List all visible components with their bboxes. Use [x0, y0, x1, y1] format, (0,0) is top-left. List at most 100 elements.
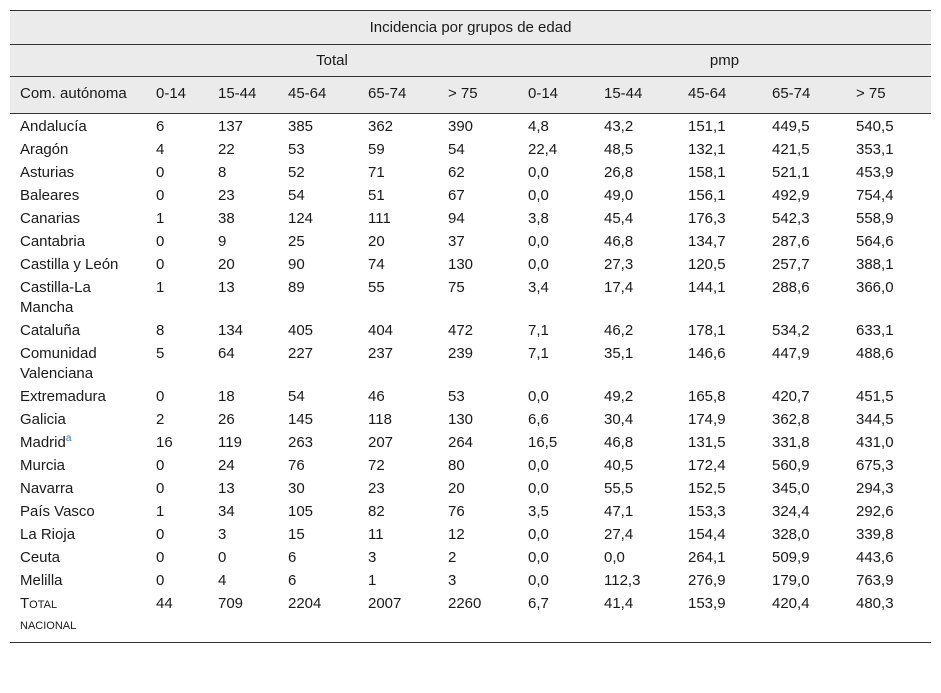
table-row: Castilla-La Mancha 1 13 89 55 75 3,4 17,4 144,1 2…	[10, 276, 931, 319]
total-value-cell: 2260	[438, 592, 518, 643]
value-cell: 0	[156, 388, 165, 405]
value-cell: 46	[368, 388, 385, 405]
value-cell: 7,1	[528, 345, 549, 362]
region-cell: Asturias	[10, 161, 146, 184]
value-cell: 292,6	[856, 503, 894, 520]
value-cell: 0	[156, 572, 165, 589]
column-header: 0-14	[146, 76, 208, 114]
value-cell: 264,1	[688, 549, 726, 566]
total-value-cell: 44	[146, 592, 208, 643]
value-cell: 80	[448, 457, 465, 474]
table-row: Navarra 0 13 30 23 20 0,0 55,5 152,5 345,0 294,3	[10, 477, 931, 500]
table-row: Madrida 16 119 263 207 264 16,5 46,8 131,5 331,8 4…	[10, 431, 931, 454]
value-cell: 22,4	[528, 141, 558, 158]
region-cell: Cataluña	[10, 319, 146, 342]
value-cell: 633,1	[856, 322, 894, 339]
value-cell: 72	[368, 457, 385, 474]
value-cell: 8	[218, 164, 227, 181]
value-cell: 172,4	[688, 457, 726, 474]
value-cell: 3	[218, 526, 227, 543]
value-cell: 207	[368, 434, 394, 451]
value-cell: 158,1	[688, 164, 726, 181]
value-cell: 763,9	[856, 572, 894, 589]
region-cell: Navarra	[10, 477, 146, 500]
region-name: Baleares	[20, 187, 80, 204]
value-cell: 443,6	[856, 549, 894, 566]
value-cell: 239	[448, 345, 474, 362]
value-cell: 362,8	[772, 411, 810, 428]
value-cell: 3	[368, 549, 377, 566]
value-cell: 4,8	[528, 118, 549, 135]
group-header-total: Total	[146, 44, 518, 77]
table-row: País Vasco 1 34 105 82 76 3,5 47,1 153,3 324,4 292…	[10, 500, 931, 523]
region-cell: Galicia	[10, 408, 146, 431]
value-cell: 0,0	[528, 457, 549, 474]
value-cell: 0,0	[528, 256, 549, 273]
value-cell: 13	[218, 279, 235, 296]
value-cell: 75	[448, 279, 465, 296]
total-value-cell: 41,4	[594, 592, 678, 643]
value-cell: 263	[288, 434, 314, 451]
value-cell: 0,0	[528, 526, 549, 543]
table-row: Baleares 0 23 54 51 67 0,0 49,0 156,1 492,9 754,4	[10, 184, 931, 207]
table-row: Murcia 0 24 76 72 80 0,0 40,5 172,4 560,9 675,3	[10, 454, 931, 477]
value-cell: 5	[156, 345, 165, 362]
region-name: Comunidad Valenciana	[20, 345, 97, 382]
region-name: Madrid	[20, 434, 66, 451]
total-value-cell: 2007	[358, 592, 438, 643]
region-cell: Canarias	[10, 207, 146, 230]
value-cell: 43,2	[604, 118, 634, 135]
table-title: Incidencia por grupos de edad	[10, 10, 932, 45]
value-cell: 488,6	[856, 345, 894, 362]
group-header-empty	[10, 44, 146, 77]
value-cell: 472	[448, 322, 474, 339]
value-cell: 492,9	[772, 187, 810, 204]
footnote-marker[interactable]: a	[65, 433, 72, 444]
value-cell: 156,1	[688, 187, 726, 204]
value-cell: 4	[218, 572, 227, 589]
region-cell: Ceuta	[10, 546, 146, 569]
value-cell: 6	[288, 549, 297, 566]
region-name: Aragón	[20, 141, 69, 158]
value-cell: 55,5	[604, 480, 634, 497]
value-cell: 146,6	[688, 345, 726, 362]
value-cell: 0,0	[528, 572, 549, 589]
value-cell: 34	[218, 503, 235, 520]
total-row: TOTAL NACIONAL 44 709 2204 2007 2260 6,7 41,4 153…	[10, 592, 932, 643]
incidence-table: Incidencia por grupos de edad Total pmp …	[10, 10, 932, 643]
region-name: Navarra	[20, 480, 74, 497]
value-cell: 339,8	[856, 526, 894, 543]
value-cell: 130	[448, 411, 474, 428]
region-cell: Melilla	[10, 569, 146, 592]
value-cell: 3	[448, 572, 457, 589]
region-cell: La Rioja	[10, 523, 146, 546]
value-cell: 59	[368, 141, 385, 158]
value-cell: 49,0	[604, 187, 634, 204]
total-value-cell: 480,3	[846, 592, 932, 643]
region-cell: Castilla-La Mancha	[10, 276, 146, 319]
value-cell: 54	[448, 141, 465, 158]
value-cell: 388,1	[856, 256, 894, 273]
value-cell: 48,5	[604, 141, 634, 158]
value-cell: 23	[368, 480, 385, 497]
value-cell: 76	[448, 503, 465, 520]
value-cell: 26,8	[604, 164, 634, 181]
value-cell: 55	[368, 279, 385, 296]
value-cell: 237	[368, 345, 394, 362]
value-cell: 0	[156, 164, 165, 181]
value-cell: 675,3	[856, 457, 894, 474]
value-cell: 17,4	[604, 279, 634, 296]
value-cell: 74	[368, 256, 385, 273]
total-value-cell: 2204	[278, 592, 358, 643]
value-cell: 53	[448, 388, 465, 405]
total-label-second: NACIONAL	[20, 620, 77, 632]
region-name: País Vasco	[20, 503, 95, 520]
region-name: Andalucía	[20, 118, 87, 135]
value-cell: 20	[448, 480, 465, 497]
value-cell: 27,3	[604, 256, 634, 273]
value-cell: 24	[218, 457, 235, 474]
value-cell: 0	[218, 549, 227, 566]
value-cell: 0	[156, 233, 165, 250]
value-cell: 405	[288, 322, 314, 339]
value-cell: 534,2	[772, 322, 810, 339]
